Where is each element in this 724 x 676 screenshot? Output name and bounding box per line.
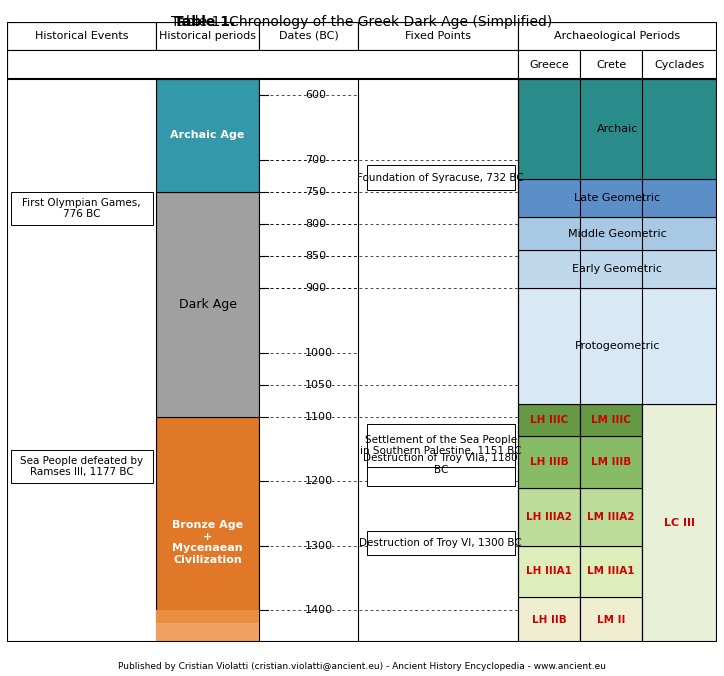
Bar [7, 79, 156, 642]
Text: 1400: 1400 [306, 605, 333, 615]
Text: 1050: 1050 [306, 380, 333, 390]
Bar [367, 424, 515, 467]
Text: LH IIIA2: LH IIIA2 [526, 512, 572, 522]
Bar [518, 597, 580, 642]
Bar [156, 610, 259, 623]
Bar [156, 79, 259, 192]
Bar [642, 51, 717, 79]
Bar [518, 546, 580, 597]
Text: Destruction of Troy VI, 1300 BC: Destruction of Troy VI, 1300 BC [359, 538, 522, 548]
Bar [580, 404, 642, 436]
Bar [580, 436, 642, 488]
Bar [518, 404, 580, 436]
Bar [518, 79, 717, 179]
Text: LH IIIC: LH IIIC [530, 415, 568, 425]
Text: First Olympian Games,
776 BC: First Olympian Games, 776 BC [22, 197, 141, 219]
Bar [518, 22, 717, 51]
Bar [367, 531, 515, 556]
Text: Table 1.: Table 1. [174, 15, 235, 29]
Text: Destruction of Troy VIIa, 1180
BC: Destruction of Troy VIIa, 1180 BC [363, 454, 518, 475]
Bar [156, 623, 259, 642]
Text: 1200: 1200 [306, 477, 333, 486]
Bar [580, 597, 642, 642]
Bar [642, 404, 717, 642]
Bar [518, 51, 580, 79]
Text: Settlement of the Sea People
in Southern Palestine, 1151 BC: Settlement of the Sea People in Southern… [360, 435, 521, 456]
Text: Foundation of Syracuse, 732 BC: Foundation of Syracuse, 732 BC [358, 172, 524, 183]
Bar [259, 22, 358, 51]
Text: Dark Age: Dark Age [179, 298, 237, 311]
Text: Early Geometric: Early Geometric [573, 264, 662, 274]
Bar [580, 51, 642, 79]
Text: Dates (BC): Dates (BC) [279, 31, 339, 41]
Bar [156, 22, 259, 51]
Text: 750: 750 [306, 187, 327, 197]
Text: 900: 900 [306, 283, 327, 293]
Text: Crete: Crete [596, 59, 626, 70]
Bar [580, 488, 642, 546]
Bar [367, 166, 515, 190]
Text: Middle Geometric: Middle Geometric [568, 228, 667, 239]
Bar [580, 546, 642, 597]
Bar [7, 22, 156, 51]
Text: LH IIIA1: LH IIIA1 [526, 566, 572, 577]
Text: Fixed Points: Fixed Points [405, 31, 471, 41]
Text: Historical periods: Historical periods [159, 31, 256, 41]
Text: LM IIIA2: LM IIIA2 [587, 512, 635, 522]
Text: Greece: Greece [529, 59, 569, 70]
Text: 600: 600 [306, 90, 327, 100]
Text: LM II: LM II [597, 614, 626, 625]
Bar [518, 218, 717, 249]
Text: 700: 700 [306, 155, 327, 164]
Text: Historical Events: Historical Events [35, 31, 128, 41]
Text: Bronze Age
+
Mycenaean
Civilization: Bronze Age + Mycenaean Civilization [172, 520, 243, 565]
Bar [11, 192, 153, 225]
Bar [367, 442, 515, 486]
Text: LC III: LC III [664, 518, 695, 528]
Text: LH IIB: LH IIB [531, 614, 566, 625]
Text: LM IIIB: LM IIIB [591, 457, 631, 467]
Text: Archaic Age: Archaic Age [170, 130, 245, 141]
Text: Sea People defeated by
Ramses III, 1177 BC: Sea People defeated by Ramses III, 1177 … [20, 456, 143, 477]
Bar [358, 79, 518, 642]
Bar [358, 22, 518, 51]
Text: Cyclades: Cyclades [654, 59, 704, 70]
Bar [518, 288, 717, 404]
Text: Protogeometric: Protogeometric [575, 341, 660, 351]
Text: Archaic: Archaic [597, 124, 638, 134]
Bar [518, 488, 580, 546]
Text: LH IIIB: LH IIIB [530, 457, 568, 467]
Text: 1100: 1100 [306, 412, 333, 422]
Text: Late Geometric: Late Geometric [574, 193, 660, 203]
Text: 1300: 1300 [306, 541, 333, 551]
Bar [7, 51, 518, 79]
Bar [518, 436, 580, 488]
Text: Archaeological Periods: Archaeological Periods [555, 31, 681, 41]
Bar [156, 192, 259, 417]
Text: 800: 800 [306, 219, 327, 229]
Text: 850: 850 [306, 251, 327, 261]
Text: LM IIIA1: LM IIIA1 [587, 566, 635, 577]
Bar [156, 417, 259, 642]
Text: LM IIIC: LM IIIC [591, 415, 631, 425]
Bar [259, 79, 358, 642]
Bar [518, 249, 717, 288]
Bar [11, 450, 153, 483]
Text: Table 1. Chronology of the Greek Dark Age (Simplified): Table 1. Chronology of the Greek Dark Ag… [172, 15, 552, 29]
Bar [518, 179, 717, 218]
Text: Published by Cristian Violatti (cristian.violatti@ancient.eu) - Ancient History : Published by Cristian Violatti (cristian… [118, 662, 606, 671]
Text: 1000: 1000 [306, 347, 333, 358]
